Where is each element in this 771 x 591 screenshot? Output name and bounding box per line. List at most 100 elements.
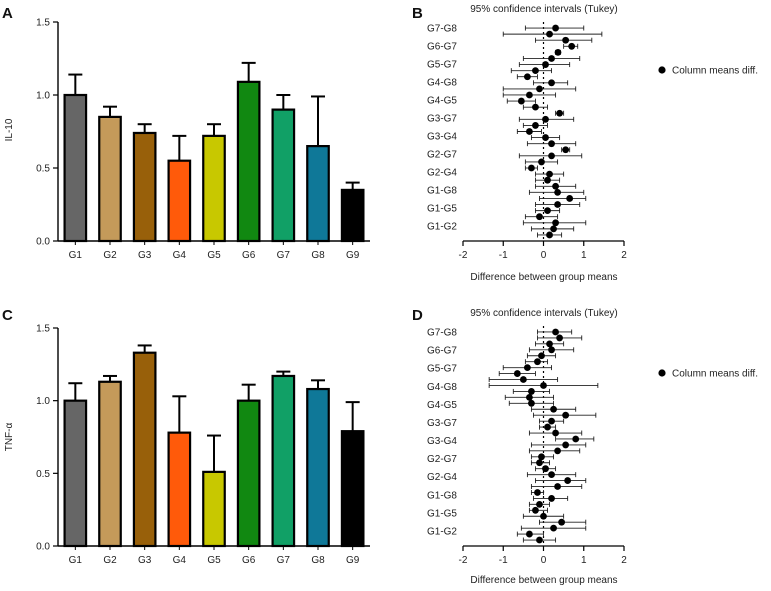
panel-d-mean-diff-point <box>532 506 539 514</box>
panel-d-mean-diff-point <box>534 358 541 366</box>
panel-b-mean-diff-point <box>546 30 553 38</box>
panel-d-title: 95% confidence intervals (Tukey) <box>470 308 617 319</box>
panel-label-d: D <box>412 307 423 324</box>
panel-b-y-tick-label: G1-G8 <box>427 186 457 197</box>
panel-b-y-tick-label: G6-G7 <box>427 42 457 53</box>
panel-a-ylabel: IL-10 <box>4 118 15 141</box>
panel-d-y-tick-label: G3-G7 <box>427 418 457 429</box>
panel-b-mean-diff-point <box>517 97 525 105</box>
panel-d-y-tick-label: G3-G4 <box>427 436 457 447</box>
panel-d-mean-diff-point <box>552 328 559 336</box>
panel-d-x-tick-label: -2 <box>459 555 468 566</box>
panel-b-y-tick-label: G5-G7 <box>427 60 457 71</box>
panel-d-mean-diff-point <box>513 370 521 377</box>
panel-d-mean-diff-point <box>548 495 555 502</box>
panel-c-x-tick-label: G5 <box>207 555 221 566</box>
panel-d-y-tick-label: G7-G8 <box>427 328 457 339</box>
panel-a-y-tick-label: 0.5 <box>36 164 50 175</box>
panel-d-mean-diff-point <box>548 471 555 479</box>
panel-d-mean-diff-point <box>524 364 531 372</box>
panel-b-mean-diff-point <box>532 67 539 75</box>
panel-d-mean-diff-point <box>572 435 580 443</box>
panel-b-y-tick-label: G4-G8 <box>427 78 457 89</box>
panel-b-mean-diff-point <box>552 182 559 190</box>
panel-b-x-tick-label: -1 <box>499 250 508 261</box>
panel-a-x-tick-label: G9 <box>346 250 360 261</box>
panel-a-bar-g8 <box>306 145 330 243</box>
panel-b-mean-diff-point <box>554 48 562 56</box>
panel-b-mean-diff-point <box>546 231 553 239</box>
panel-a-bar-g4 <box>167 159 192 243</box>
panel-d-y-tick-label: G5-G7 <box>427 364 457 375</box>
panel-b-mean-diff-point <box>566 195 574 202</box>
panel-b-mean-diff-point <box>524 73 531 81</box>
panel-b-mean-diff-point <box>546 170 553 178</box>
panel-b-y-tick-label: G3-G4 <box>427 132 457 143</box>
panel-a-bar-chart: 0.0 0.5 1.0 1.5 G1 G2 G3 G4 G5 G6 G7 G8 G9 <box>36 18 370 261</box>
panel-d-mean-diff-point <box>540 512 547 520</box>
panel-c-bar-g7 <box>271 374 296 548</box>
panel-b-mean-diff-point <box>542 134 549 141</box>
panel-c-bar-g3 <box>132 351 157 548</box>
panel-b-x-tick-label: 1 <box>581 250 587 261</box>
panel-d-y-tick-label: G6-G7 <box>427 346 457 357</box>
panel-b-mean-diff-point <box>532 103 539 111</box>
panel-b-mean-diff-point <box>548 55 555 62</box>
panel-a-x-tick-label: G7 <box>277 250 291 261</box>
panel-b-mean-diff-point <box>550 225 557 233</box>
panel-a-bar-g5 <box>202 134 226 243</box>
panel-c-y-tick-label: 0.5 <box>36 469 50 480</box>
panel-c-x-tick-label: G7 <box>277 555 291 566</box>
panel-b-mean-diff-point <box>554 201 561 208</box>
panel-d-mean-diff-point <box>562 441 570 449</box>
panel-a-x-tick-label: G5 <box>207 250 221 261</box>
panel-c-bar-g4 <box>167 431 192 548</box>
panel-d-mean-diff-point <box>540 382 547 389</box>
panel-d-mean-diff-point <box>538 352 545 360</box>
panel-b-mean-diff-point <box>552 24 559 32</box>
panel-b-x-tick-label: -2 <box>459 250 468 261</box>
panel-d-mean-diff-point <box>552 429 559 437</box>
panel-a-x-tick-label: G4 <box>173 250 187 261</box>
panel-a-x-tick-label: G1 <box>69 250 83 261</box>
panel-a-x-tick-label: G8 <box>311 250 325 261</box>
panel-c-y-tick-label: 1.5 <box>36 324 50 335</box>
panel-b-mean-diff-point <box>528 164 535 172</box>
panel-a-x-tick-label: G3 <box>138 250 152 261</box>
panel-d-mean-diff-point <box>542 465 549 473</box>
panel-d-mean-diff-point <box>526 530 533 538</box>
panel-label-c: C <box>2 307 13 324</box>
panel-d-mean-diff-point <box>550 524 557 532</box>
panel-c-y-tick-label: 0.0 <box>36 542 50 553</box>
panel-b-ci-plot: -2 -1 0 1 2 G7-G8 G6-G7 G5-G7 G4-G8 G4-G5 G3-G7 G3-… <box>427 22 627 261</box>
panel-b-mean-diff-point <box>532 122 539 129</box>
panel-b-mean-diff-point <box>548 79 555 87</box>
panel-d-mean-diff-point <box>528 388 535 395</box>
panel-a-y-tick-label: 0.0 <box>36 237 50 248</box>
panel-d-x-tick-label: 2 <box>621 555 627 566</box>
panel-b-y-tick-label: G4-G5 <box>427 96 457 107</box>
panel-d-legend-label: Column means diff. <box>672 369 758 380</box>
panel-a-x-tick-label: G6 <box>242 250 256 261</box>
panel-a-bar-g9 <box>340 188 365 243</box>
panel-d-mean-diff-point <box>548 346 555 354</box>
panel-c-bar-chart: 0.0 0.5 1.0 1.5 G1 G2 G3 G4 G5 G6 G7 G8 G9 <box>36 324 370 566</box>
panel-d-mean-diff-point <box>528 399 535 407</box>
panel-d-mean-diff-point <box>550 405 557 413</box>
panel-a-bar-g7 <box>271 108 296 243</box>
panel-d-mean-diff-point <box>519 376 527 383</box>
panel-c-bar-g2 <box>98 380 122 548</box>
panel-d-y-tick-label: G2-G7 <box>427 454 457 465</box>
panel-b-mean-diff-point <box>556 109 563 117</box>
panel-b-mean-diff-point <box>526 91 533 99</box>
panel-b-x-tick-label: 0 <box>541 250 547 261</box>
panel-a-x-tick-label: G2 <box>103 250 117 261</box>
panel-d-mean-diff-point <box>548 417 555 425</box>
panel-b-mean-diff-point <box>536 213 543 221</box>
panel-d-y-tick-label: G4-G8 <box>427 382 457 393</box>
panel-d-mean-diff-point <box>556 334 563 342</box>
panel-b-mean-diff-point <box>542 61 549 68</box>
panel-c-x-tick-label: G2 <box>103 555 117 566</box>
panel-b-x-tick-label: 2 <box>621 250 627 261</box>
